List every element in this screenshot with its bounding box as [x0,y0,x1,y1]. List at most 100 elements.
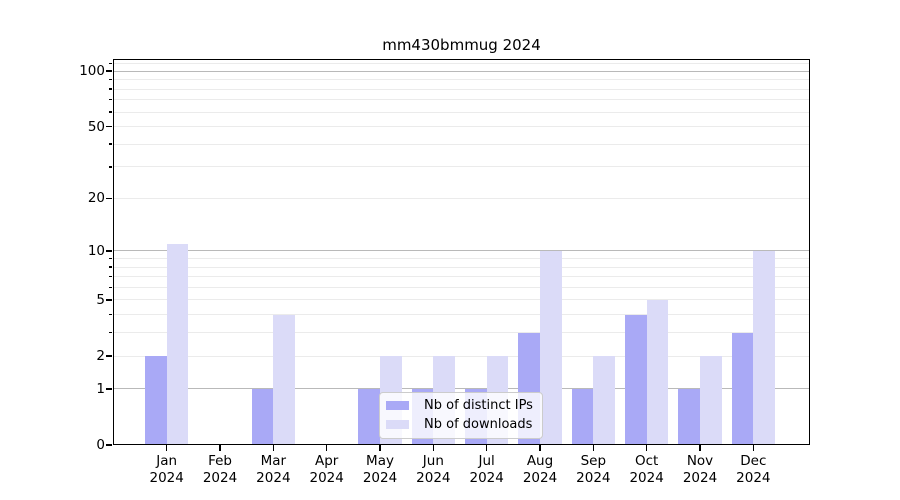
month-label: Apr [315,453,339,469]
month-label: Mar [260,453,287,469]
month-label: Oct [634,453,659,469]
x-axis-tick-label: Jul 2024 [447,453,527,487]
year-label: 2024 [149,470,184,486]
gridline-minor [113,197,810,199]
legend-swatch-distinct-ips-icon [386,401,409,410]
x-axis-tick [539,445,541,451]
x-axis-tick-label: Oct 2024 [607,453,687,487]
x-axis-tick-label: Jan 2024 [127,453,207,487]
month-label: Feb [208,453,232,469]
x-axis-tick [485,445,488,451]
y-axis-tick-label: 50 [87,118,105,135]
x-axis-tick [699,445,701,451]
y-axis-minor-tick [108,257,112,260]
x-axis-tick-label: Mar 2024 [233,453,313,487]
y-axis-tick-label: 10 [87,242,105,259]
month-label: May [366,453,394,469]
x-axis-tick-label: Dec 2024 [713,453,793,487]
y-axis-minor-tick [108,111,112,113]
chart-title: mm430bmmug 2024 [382,36,541,54]
year-label: 2024 [256,470,291,486]
year-label: 2024 [469,470,504,486]
gridline-minor [113,126,810,128]
y-axis-tick [106,355,112,357]
y-axis-minor-tick [108,98,112,101]
month-label: Aug [526,453,554,469]
legend-item-downloads: Nb of downloads [386,417,533,432]
y-axis-tick-label: 0 [96,437,105,453]
y-axis-tick [106,250,112,252]
bar-distinct-ips [571,388,594,445]
y-axis-tick [106,197,112,200]
year-label: 2024 [362,470,398,486]
x-axis-tick [752,445,755,451]
x-axis-tick [272,445,275,451]
gridline-minor [113,63,810,65]
y-axis-minor-tick [108,88,112,90]
y-axis-tick [106,388,112,390]
gridline-minor [113,286,810,288]
month-label: Dec [740,453,767,469]
month-label: Nov [686,453,714,469]
bar-downloads [700,356,722,445]
y-axis-minor-tick [108,62,112,65]
y-axis-tick [106,125,112,128]
y-axis-minor-tick [108,313,112,316]
gridline-minor [113,258,810,259]
y-axis-tick-label: 20 [87,190,105,207]
x-axis-tick [219,445,221,451]
bar-downloads [593,356,615,445]
gridline-minor [113,276,810,278]
month-label: Jan [156,453,178,469]
x-axis-tick [592,445,595,451]
gridline-minor [113,355,810,357]
bar-distinct-ips [358,388,380,445]
year-label: 2024 [416,470,451,486]
y-axis-tick [106,70,112,72]
y-axis-minor-tick [108,266,112,268]
y-axis-tick-label: 1 [96,380,105,397]
y-axis-minor-tick [108,286,112,289]
bar-distinct-ips [678,388,700,445]
y-axis-tick-label: 2 [96,348,105,365]
x-axis-tick-label: Feb 2024 [180,453,260,487]
y-axis-minor-tick [108,275,112,278]
y-axis-minor-tick [108,166,112,168]
legend-item-distinct-ips: Nb of distinct IPs [386,398,533,413]
x-axis-tick-label: May 2024 [340,453,420,487]
y-axis-minor-tick [108,78,112,81]
gridline-minor [113,88,810,90]
year-label: 2024 [576,470,611,486]
plot-area: 0 1 2 5 10 20 50 100 Jan 2024 Feb 2024 Mar 2024 Apr 202… [79,59,810,486]
bar-downloads [273,314,295,445]
bar-distinct-ips [251,388,274,445]
y-axis-tick-label: 100 [79,63,105,80]
gridline-minor [113,314,810,316]
bar-distinct-ips [145,356,167,445]
legend-label-distinct-ips: Nb of distinct IPs [424,398,533,413]
gridline-minor [113,99,810,101]
month-label: Jul [478,453,495,469]
y-axis-tick [106,299,112,301]
x-axis-tick-label: Nov 2024 [660,453,740,487]
year-label: 2024 [202,470,238,486]
x-axis-tick [165,445,168,451]
gridline-major [113,388,810,390]
gridline-minor [113,266,810,268]
month-label: Jun [422,453,444,469]
year-label: 2024 [736,470,771,486]
gridline-major [113,70,810,72]
legend: Nb of distinct IPs Nb of downloads [379,392,543,439]
gridline-major [113,250,810,252]
year-label: 2024 [309,470,344,486]
gridline-minor [113,79,810,81]
year-label: 2024 [682,470,718,486]
legend-label-downloads: Nb of downloads [424,417,533,432]
x-axis-tick-label: Jun 2024 [393,453,473,487]
x-axis-tick [645,445,648,451]
x-axis-tick-label: Aug 2024 [500,453,580,487]
y-axis-minor-tick [108,331,112,334]
x-axis-tick-label: Apr 2024 [287,453,367,487]
gridline-minor [113,111,810,113]
